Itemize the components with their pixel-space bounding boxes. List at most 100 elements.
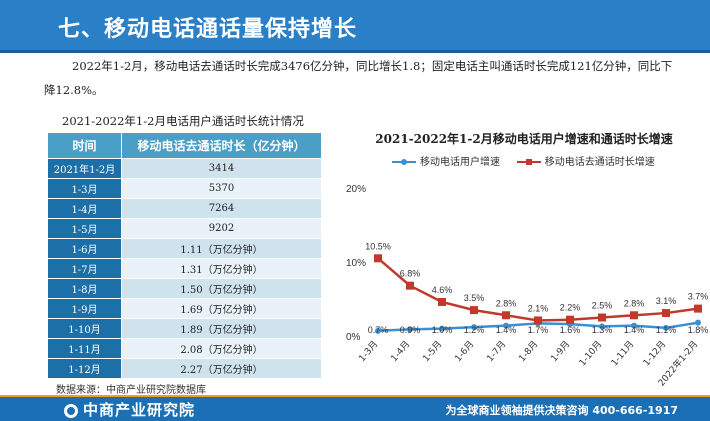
data-label: 1.4%	[624, 325, 645, 335]
data-source: 数据来源：中商产业研究院数据库	[56, 385, 206, 396]
cell-duration: 3414	[121, 158, 322, 179]
data-label: 2.8%	[624, 298, 645, 308]
series-0-point	[375, 327, 381, 334]
data-label: 2.1%	[528, 303, 549, 313]
series-1-point	[534, 316, 542, 325]
logo-icon	[64, 403, 78, 418]
data-label: 0.7%	[368, 325, 389, 335]
x-tick-label: 1-11月	[609, 339, 636, 369]
series-1-point	[694, 304, 702, 313]
data-label: 0.9%	[400, 325, 421, 335]
data-label: 1.3%	[592, 325, 613, 335]
footer-logo: 中商产业研究院	[64, 399, 195, 420]
series-1-point	[438, 297, 446, 306]
data-label: 3.7%	[688, 292, 709, 302]
cell-period: 1-6月	[47, 238, 122, 259]
header-duration: 移动电话去通话时长（亿分钟）	[121, 132, 322, 159]
cell-period: 1-7月	[47, 258, 122, 279]
x-tick-label: 1-8月	[517, 339, 541, 364]
header-bar	[0, 0, 710, 50]
table-row: 1-10月 1.89（万亿分钟）	[47, 318, 322, 339]
table-title: 2021-2022年1-2月电话用户通话时长统计情况	[62, 114, 304, 128]
series-0-point	[695, 319, 701, 326]
series-0-point	[503, 322, 509, 329]
y-tick-label: 20%	[346, 184, 366, 195]
data-label: 2.8%	[496, 298, 517, 308]
x-tick-label: 1-12月	[641, 339, 668, 369]
series-1-point	[406, 281, 414, 290]
stats-table: 时间 移动电话去通话时长（亿分钟） 2021年1-2月 3414 1-3月 5370 1…	[47, 132, 322, 379]
series-0-point	[407, 326, 413, 333]
series-0-point	[439, 325, 445, 332]
cell-duration: 2.27（万亿分钟）	[121, 358, 322, 379]
series-1-point	[598, 313, 606, 322]
cell-duration: 5370	[121, 178, 322, 199]
table-row: 2021年1-2月 3414	[47, 158, 322, 179]
cell-period: 1-8月	[47, 278, 122, 299]
cell-duration: 1.69（万亿分钟）	[121, 298, 322, 319]
cell-period: 1-4月	[47, 198, 122, 219]
y-tick-label: 0%	[346, 332, 361, 343]
cell-period: 2021年1-2月	[47, 158, 122, 179]
series-0-point	[471, 324, 477, 331]
legend-square-icon	[516, 159, 541, 166]
cell-period: 1-5月	[47, 218, 122, 239]
header-divider	[0, 50, 710, 53]
legend-item-users: 移动电话用户增速	[392, 153, 500, 168]
table-row: 1-11月 2.08（万亿分钟）	[47, 338, 322, 359]
table-header-row: 时间 移动电话去通话时长（亿分钟）	[47, 132, 322, 159]
cell-duration: 2.08（万亿分钟）	[121, 338, 322, 359]
y-tick-label: 10%	[346, 258, 366, 269]
cell-duration: 7264	[121, 198, 322, 219]
data-label: 6.8%	[400, 269, 421, 279]
series-1-point	[662, 309, 670, 318]
x-tick-label: 1-9月	[549, 339, 573, 364]
footer-bar	[0, 397, 710, 421]
chart-title: 2021-2022年1-2月移动电话用户增速和通话时长增速	[375, 132, 673, 146]
data-label: 1.7%	[528, 325, 549, 335]
table-row: 1-7月 1.31（万亿分钟）	[47, 258, 322, 279]
data-label: 3.1%	[656, 296, 677, 306]
legend-circle-icon	[392, 159, 416, 166]
data-label: 3.5%	[464, 293, 485, 303]
legend-label-users: 移动电话用户增速	[420, 157, 500, 168]
table-row: 1-8月 1.50（万亿分钟）	[47, 278, 322, 299]
cell-period: 1-10月	[47, 318, 122, 339]
table-row: 1-5月 9202	[47, 218, 322, 239]
data-label: 2.5%	[592, 301, 613, 311]
line-chart: 0%10%20%1-3月 1-4月 1-5月 1-6月 1-7月 1-8月 1-9月 1-10…	[346, 184, 709, 389]
summary-text: 2022年1-2月，移动电话去通话时长完成3476亿分钟，同比增长1.8；固定电…	[44, 59, 673, 97]
table-row: 1-9月 1.69（万亿分钟）	[47, 298, 322, 319]
x-tick-label: 1-7月	[485, 339, 509, 364]
x-tick-label: 1-10月	[577, 339, 604, 369]
data-label: 10.5%	[365, 241, 391, 251]
legend-label-duration: 移动电话去通话时长增速	[544, 157, 655, 168]
cell-duration: 1.89（万亿分钟）	[121, 318, 322, 339]
series-1-point	[502, 311, 510, 320]
x-tick-label: 1-4月	[389, 339, 413, 364]
page-title: 七、移动电话通话量保持增长	[58, 17, 358, 42]
data-label: 2.2%	[560, 303, 581, 313]
footer-slogan: 为全球商业领袖提供决策咨询 400-666-1917	[445, 404, 679, 417]
data-label: 4.6%	[432, 285, 453, 295]
cell-period: 1-12月	[47, 358, 122, 379]
cell-period: 1-3月	[47, 178, 122, 199]
table-row: 1-6月 1.11（万亿分钟）	[47, 238, 322, 259]
cell-duration: 1.11（万亿分钟）	[121, 238, 322, 259]
series-0-point	[599, 323, 605, 330]
footer-accent-line	[0, 395, 710, 397]
table-row: 1-4月 7264	[47, 198, 322, 219]
logo-text: 中商产业研究院	[83, 401, 196, 419]
table-row: 1-3月 5370	[47, 178, 322, 199]
data-label: 1.1%	[656, 325, 677, 335]
cell-duration: 9202	[121, 218, 322, 239]
data-label: 1.6%	[560, 325, 581, 335]
series-1-point	[470, 306, 478, 315]
series-1-point	[374, 254, 382, 263]
legend-item-duration: 移动电话去通话时长增速	[516, 153, 655, 168]
data-label: 1.2%	[464, 325, 485, 335]
series-0-point	[663, 324, 669, 331]
header-time: 时间	[47, 132, 122, 159]
x-tick-label: 1-5月	[421, 339, 445, 364]
cell-duration: 1.50（万亿分钟）	[121, 278, 322, 299]
